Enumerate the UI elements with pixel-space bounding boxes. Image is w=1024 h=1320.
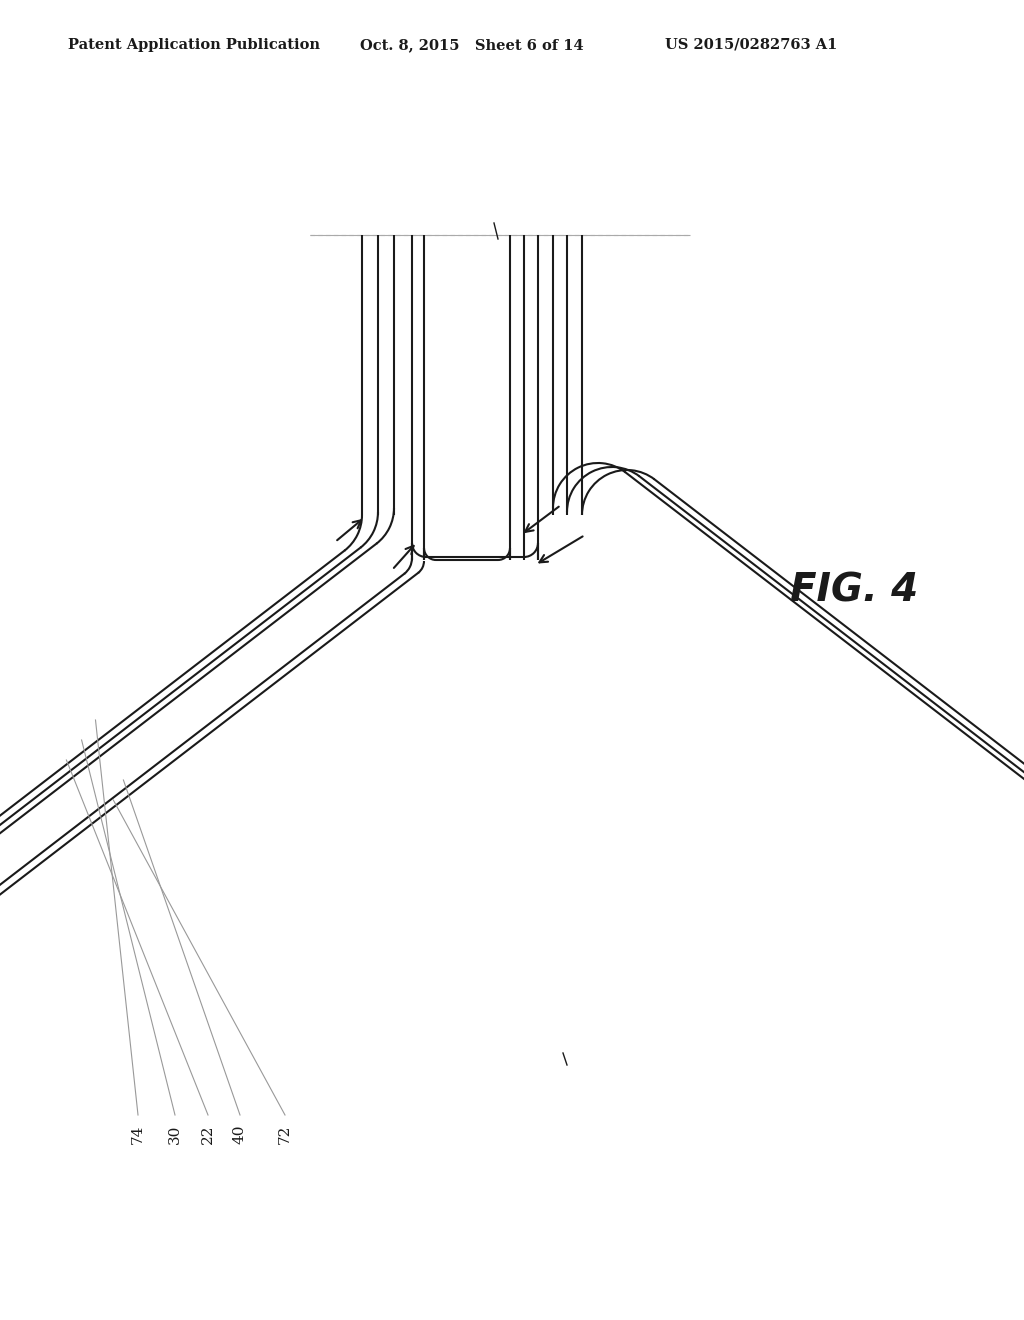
- Text: 22: 22: [201, 1125, 215, 1144]
- Text: 30: 30: [168, 1125, 182, 1144]
- Text: Patent Application Publication: Patent Application Publication: [68, 38, 319, 51]
- Text: FIG. 4: FIG. 4: [790, 572, 919, 609]
- Text: US 2015/0282763 A1: US 2015/0282763 A1: [665, 38, 838, 51]
- Text: 74: 74: [131, 1125, 145, 1144]
- Text: 40: 40: [233, 1125, 247, 1144]
- Text: 72: 72: [278, 1125, 292, 1144]
- Text: Oct. 8, 2015   Sheet 6 of 14: Oct. 8, 2015 Sheet 6 of 14: [360, 38, 584, 51]
